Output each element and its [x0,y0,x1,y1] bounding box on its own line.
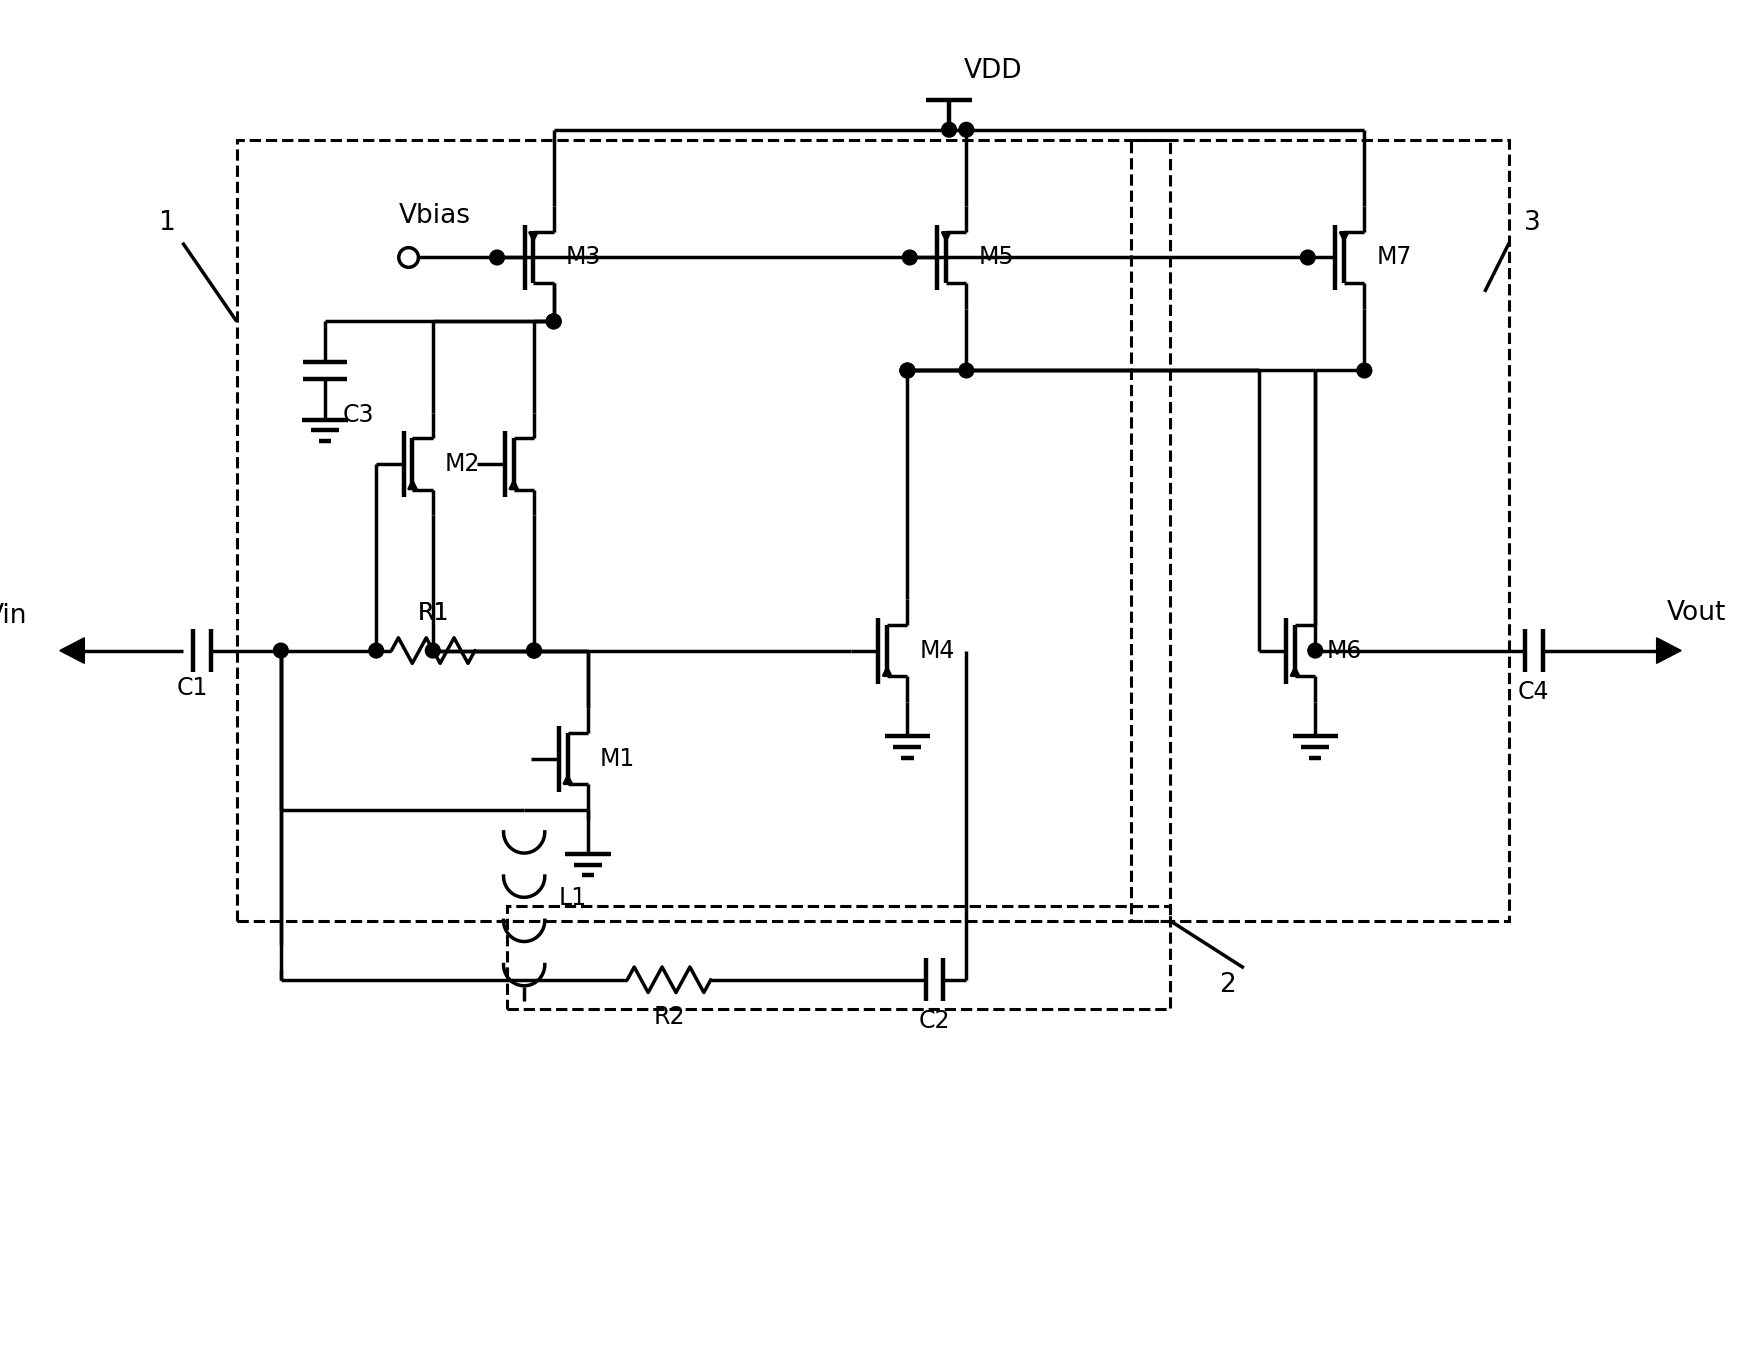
Circle shape [1308,643,1321,658]
Circle shape [526,643,542,658]
Circle shape [940,123,956,136]
Bar [507,906,1169,1009]
Text: 3: 3 [1523,210,1540,236]
Text: 1: 1 [157,210,175,236]
Circle shape [425,643,440,658]
Circle shape [900,363,914,378]
Circle shape [273,643,288,658]
Circle shape [526,643,542,658]
Text: C2: C2 [918,1009,949,1033]
Text: R1: R1 [418,601,449,625]
Circle shape [489,250,503,265]
Text: C1: C1 [177,676,208,700]
Text: 2: 2 [1218,972,1236,998]
Text: M3: M3 [565,246,601,269]
Text: M6: M6 [1327,639,1362,662]
Text: M5: M5 [977,246,1014,269]
Text: Vin: Vin [0,603,28,629]
Text: Vbias: Vbias [399,203,470,229]
Polygon shape [1655,637,1680,663]
Bar [1131,139,1509,921]
Text: L1: L1 [558,886,586,910]
Circle shape [545,314,561,329]
Text: VDD: VDD [963,57,1023,83]
Circle shape [902,250,916,265]
Polygon shape [59,637,84,663]
Text: M4: M4 [919,639,954,662]
Circle shape [369,643,383,658]
Text: R2: R2 [654,1005,685,1029]
Circle shape [958,363,974,378]
Bar [236,139,1169,921]
Circle shape [1301,250,1314,265]
Circle shape [545,314,561,329]
Text: R1: R1 [418,601,449,625]
Text: Vout: Vout [1666,601,1725,627]
Text: C4: C4 [1517,680,1549,704]
Text: M2: M2 [444,452,479,476]
Circle shape [900,363,914,378]
Circle shape [958,123,974,136]
Text: M7: M7 [1376,246,1411,269]
Text: M1: M1 [600,747,635,771]
Circle shape [1356,363,1370,378]
Text: C3: C3 [343,403,374,427]
